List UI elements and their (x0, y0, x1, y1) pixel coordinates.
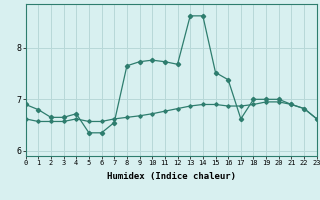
X-axis label: Humidex (Indice chaleur): Humidex (Indice chaleur) (107, 172, 236, 181)
